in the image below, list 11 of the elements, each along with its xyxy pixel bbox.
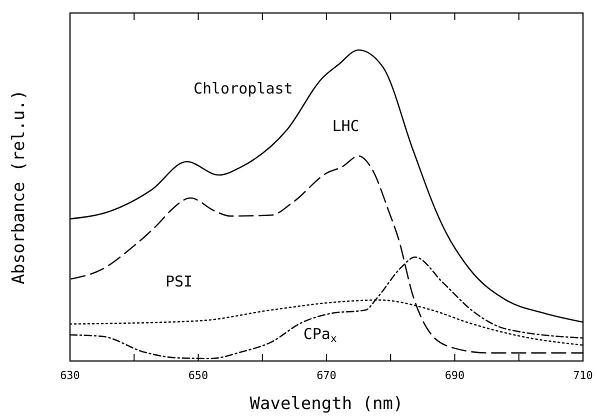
x-axis-title: Wavelength (nm) <box>250 394 404 414</box>
text: PSI <box>165 272 193 290</box>
x-tick-label: 710 <box>573 369 593 382</box>
x-tick-label: 650 <box>188 369 208 382</box>
series-label: Chloroplast <box>193 80 293 98</box>
x-tick-label: 670 <box>316 369 336 382</box>
series-label: CPa$_{x}$ <box>303 325 337 346</box>
y-axis-title: Absorbance (rel.u.) <box>9 90 29 284</box>
series-label: LHC <box>332 116 360 135</box>
x-tick-label: 630 <box>60 369 80 382</box>
x-tick-label: 690 <box>444 369 465 382</box>
